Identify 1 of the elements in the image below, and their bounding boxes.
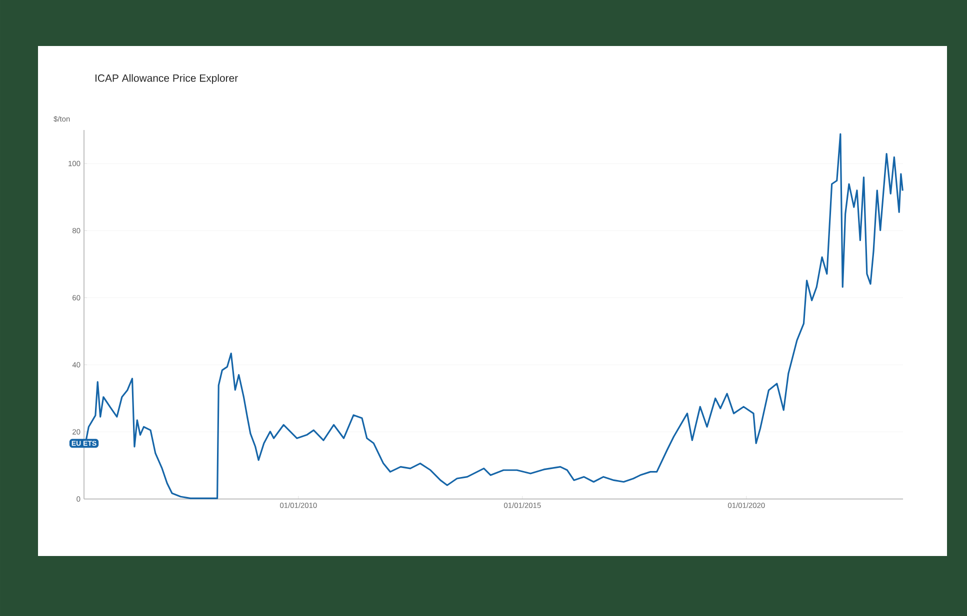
chart-title: ICAP Allowance Price Explorer <box>95 74 238 84</box>
